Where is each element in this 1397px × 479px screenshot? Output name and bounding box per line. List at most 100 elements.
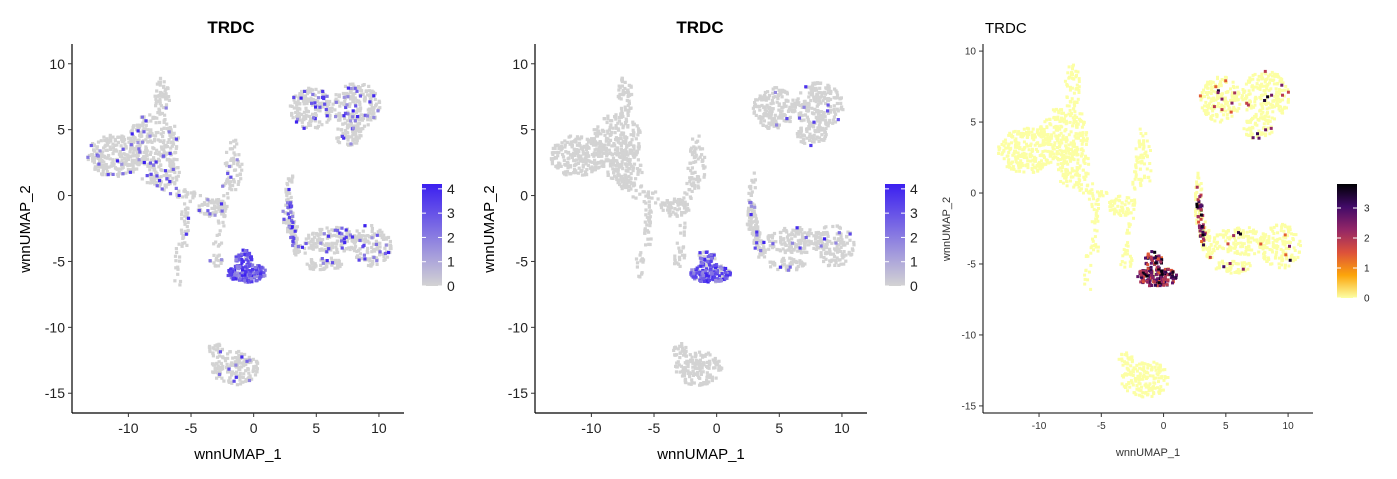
- cell-point: [803, 113, 807, 117]
- cell-point: [1055, 107, 1058, 111]
- cell-point: [565, 170, 569, 174]
- cell-point: [594, 134, 598, 138]
- cell-point: [708, 362, 712, 366]
- cell-point: [370, 250, 374, 254]
- cell-point: [186, 220, 190, 224]
- cell-point-expressing: [247, 251, 252, 255]
- cell-point: [1078, 188, 1082, 192]
- cell-point: [819, 251, 823, 255]
- cell-point: [783, 249, 787, 253]
- cell-point: [181, 195, 185, 199]
- cell-point: [378, 241, 382, 245]
- cell-point: [1054, 134, 1058, 138]
- cell-point: [702, 381, 706, 385]
- cell-point: [720, 275, 724, 279]
- cell-point: [835, 93, 840, 97]
- cell-point: [627, 166, 631, 170]
- cell-point: [230, 147, 234, 151]
- cell-point: [616, 168, 620, 172]
- cell-point: [1071, 107, 1075, 111]
- cell-point-expressing: [314, 105, 318, 109]
- cell-point: [606, 129, 610, 133]
- cell-point: [683, 191, 687, 195]
- cell-point: [144, 124, 148, 128]
- cell-point: [1017, 163, 1020, 167]
- cell-point-expressing: [243, 249, 247, 253]
- cell-point: [1068, 88, 1072, 92]
- cell-point: [131, 138, 135, 143]
- cell-point: [609, 123, 613, 127]
- cell-point: [616, 153, 620, 157]
- y-tick-label: 10: [49, 56, 65, 72]
- cell-point: [1072, 158, 1076, 162]
- cell-point: [1060, 116, 1063, 120]
- cell-point-expressing: [142, 160, 146, 165]
- cell-point: [692, 145, 696, 149]
- cell-point: [785, 90, 789, 94]
- cell-point: [377, 99, 381, 103]
- cell-point: [1145, 155, 1149, 159]
- cell-point: [1045, 133, 1049, 137]
- cell-point: [796, 239, 800, 243]
- cell-point: [148, 152, 152, 156]
- cell-point-expressing: [713, 275, 717, 279]
- cell-point-expressing: [235, 273, 239, 277]
- cell-point: [748, 215, 752, 219]
- cell-point: [1079, 134, 1083, 138]
- cell-point: [690, 355, 694, 359]
- cell-point: [1062, 111, 1065, 115]
- cell-point: [634, 150, 638, 154]
- cell-point: [235, 350, 239, 355]
- cell-point: [800, 232, 804, 236]
- cell-point-expressing: [158, 179, 162, 183]
- cell-point: [635, 261, 640, 265]
- cell-point: [584, 172, 588, 176]
- cell-point: [628, 151, 632, 155]
- cell-point: [780, 109, 784, 113]
- cell-point: [694, 160, 698, 164]
- cell-point: [636, 127, 641, 131]
- cell-point: [342, 234, 347, 238]
- cell-point: [358, 107, 363, 111]
- cell-point: [809, 99, 813, 103]
- cell-point: [590, 167, 594, 171]
- cell-point: [340, 114, 344, 118]
- cell-point: [378, 106, 382, 110]
- cell-point: [203, 202, 207, 206]
- cell-point: [835, 244, 839, 248]
- cell-point: [783, 226, 787, 231]
- cell-point: [673, 346, 677, 350]
- cell-point: [316, 108, 320, 112]
- cell-point-expressing: [759, 249, 763, 253]
- cell-point: [631, 169, 635, 173]
- cell-point-expressing: [708, 265, 712, 269]
- cell-point: [370, 227, 374, 231]
- cell-point: [124, 146, 128, 150]
- cell-point: [763, 105, 767, 109]
- cell-point-expressing: [755, 233, 759, 237]
- cell-point: [160, 127, 164, 131]
- cell-point: [1068, 120, 1072, 124]
- cell-point: [1082, 120, 1086, 124]
- cell-point-expressing: [144, 119, 148, 123]
- cell-point: [632, 131, 636, 135]
- cell-point: [373, 92, 377, 96]
- cell-point: [1138, 181, 1142, 185]
- cell-point: [1076, 70, 1080, 74]
- cell-point: [820, 239, 824, 243]
- cell-point: [164, 92, 168, 96]
- cell-point: [819, 101, 823, 105]
- cell-point: [697, 186, 701, 190]
- cell-point: [1063, 129, 1067, 133]
- cell-point: [1017, 132, 1021, 136]
- cell-point: [252, 368, 256, 372]
- cell-point: [1048, 142, 1051, 146]
- legend-tick-label: 3: [447, 205, 455, 221]
- cell-point: [144, 138, 148, 142]
- cell-point: [169, 163, 173, 167]
- cell-point: [812, 133, 816, 137]
- cell-point-expressing: [753, 246, 757, 250]
- cell-point: [288, 104, 292, 108]
- cell-point: [355, 249, 359, 254]
- cell-point: [1043, 156, 1046, 160]
